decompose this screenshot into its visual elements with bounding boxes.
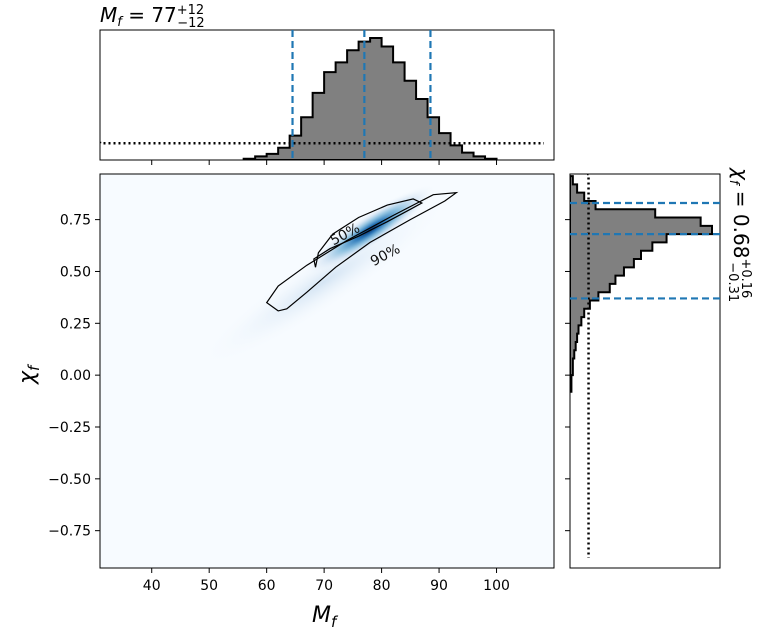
y-tick-label: 0.25 (60, 316, 91, 332)
y-axis-label: χf (15, 363, 43, 385)
contour-50pct (313, 198, 424, 268)
top-histogram-fill (243, 38, 497, 160)
top-title: Mf = 77+12 −12 (100, 3, 205, 31)
joint-axes-frame (99, 173, 555, 569)
y-tick-label: 0.00 (60, 368, 91, 384)
x-tick-label: 90 (430, 578, 448, 594)
top-histogram-outline (242, 37, 498, 160)
x-tick-label: 50 (200, 578, 218, 594)
right-histogram-fill (570, 176, 712, 392)
x-tick-label: 100 (483, 578, 510, 594)
right-prior-line (587, 174, 590, 558)
contour-90pct (265, 191, 459, 312)
y-tick-label: −0.50 (48, 472, 91, 488)
top-prior-line (100, 141, 544, 145)
joint-panel: 50%90% 40 50 60 70 80 90 100 0.750.500.250.00−… (48, 173, 555, 594)
right-marginal-panel (565, 173, 721, 569)
x-axis-label: Mf (312, 603, 339, 631)
x-tick-label: 70 (315, 578, 333, 594)
density-halo (198, 196, 450, 368)
y-tick-label: 0.50 (60, 264, 91, 280)
right-histogram-outline (570, 175, 713, 393)
x-tick-label: 80 (373, 578, 391, 594)
right-title: χf = 0.68+0.16−0.31 (725, 167, 753, 302)
top-marginal-panel (99, 29, 555, 165)
y-tick-label: 0.75 (60, 213, 91, 229)
joint-background (100, 174, 554, 568)
x-tick-label: 60 (258, 578, 276, 594)
y-tick-label: −0.75 (48, 524, 91, 540)
x-tick-label: 40 (143, 578, 161, 594)
y-tick-label: −0.25 (48, 420, 91, 436)
